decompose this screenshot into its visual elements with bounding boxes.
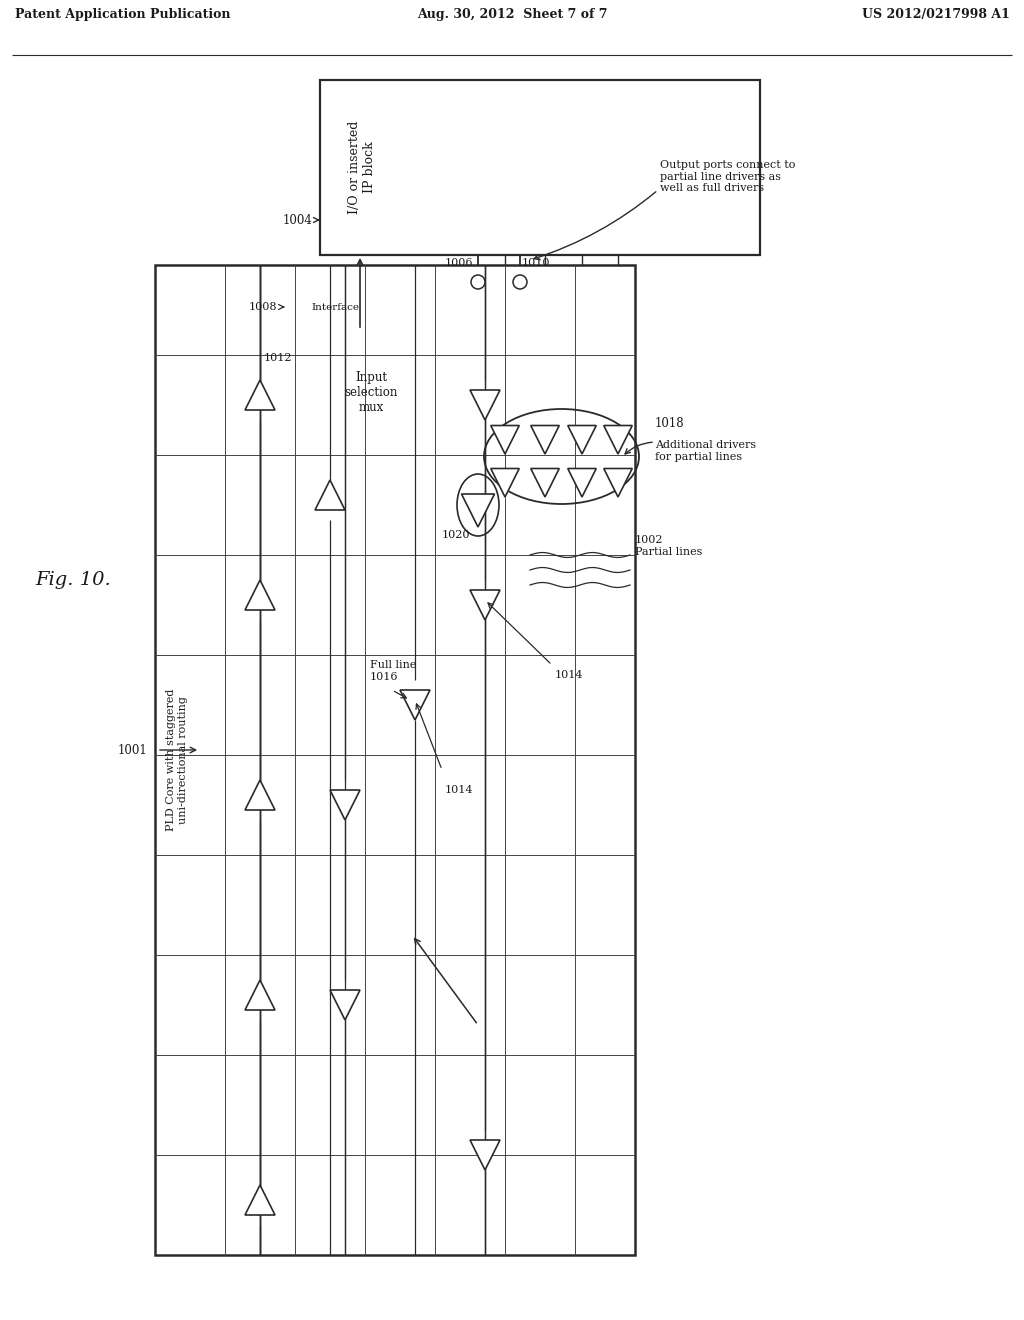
Text: Input
selection
mux: Input selection mux: [344, 371, 397, 414]
Polygon shape: [400, 690, 430, 719]
Text: 1001: 1001: [118, 743, 147, 756]
Bar: [155, 265, 635, 1255]
Polygon shape: [604, 425, 632, 454]
Bar: [285, 290, 385, 323]
Text: Interface: Interface: [311, 302, 359, 312]
Polygon shape: [567, 425, 596, 454]
Text: 1004: 1004: [283, 214, 312, 227]
Polygon shape: [245, 380, 275, 411]
Text: 1018: 1018: [655, 417, 685, 430]
Polygon shape: [604, 469, 632, 498]
Circle shape: [471, 275, 485, 289]
Bar: [300, 330, 442, 455]
Polygon shape: [245, 780, 275, 810]
Polygon shape: [330, 990, 360, 1020]
Text: PLD Core with staggered
uni-directional routing: PLD Core with staggered uni-directional …: [166, 689, 187, 832]
Text: 1012: 1012: [263, 352, 292, 363]
Circle shape: [513, 275, 527, 289]
Text: 1014: 1014: [555, 671, 584, 680]
Polygon shape: [315, 480, 345, 510]
Polygon shape: [470, 1140, 500, 1170]
Text: 1014: 1014: [445, 785, 473, 795]
Text: Aug. 30, 2012  Sheet 7 of 7: Aug. 30, 2012 Sheet 7 of 7: [417, 8, 607, 21]
Polygon shape: [462, 494, 495, 527]
Text: Full line
1016: Full line 1016: [370, 660, 417, 681]
Polygon shape: [245, 579, 275, 610]
Text: I/O or inserted
IP block: I/O or inserted IP block: [348, 121, 376, 214]
Polygon shape: [490, 425, 519, 454]
Text: US 2012/0217998 A1: US 2012/0217998 A1: [862, 8, 1010, 21]
Polygon shape: [470, 389, 500, 420]
Polygon shape: [470, 590, 500, 620]
Polygon shape: [245, 979, 275, 1010]
Text: Additional drivers
for partial lines: Additional drivers for partial lines: [655, 440, 756, 462]
Text: 1010: 1010: [522, 257, 551, 268]
Text: 1002
Partial lines: 1002 Partial lines: [635, 535, 702, 557]
Text: 1020: 1020: [441, 531, 470, 540]
Text: Output ports connect to
partial line drivers as
well as full drivers: Output ports connect to partial line dri…: [660, 160, 796, 193]
Polygon shape: [567, 469, 596, 498]
Bar: [319, 81, 760, 255]
Polygon shape: [330, 789, 360, 820]
Polygon shape: [490, 469, 519, 498]
Text: Fig. 10.: Fig. 10.: [35, 572, 111, 589]
Text: Patent Application Publication: Patent Application Publication: [15, 8, 230, 21]
Text: 1006: 1006: [444, 257, 473, 268]
Polygon shape: [530, 469, 559, 498]
Polygon shape: [245, 1185, 275, 1214]
Polygon shape: [530, 425, 559, 454]
Text: 1008: 1008: [249, 302, 278, 312]
